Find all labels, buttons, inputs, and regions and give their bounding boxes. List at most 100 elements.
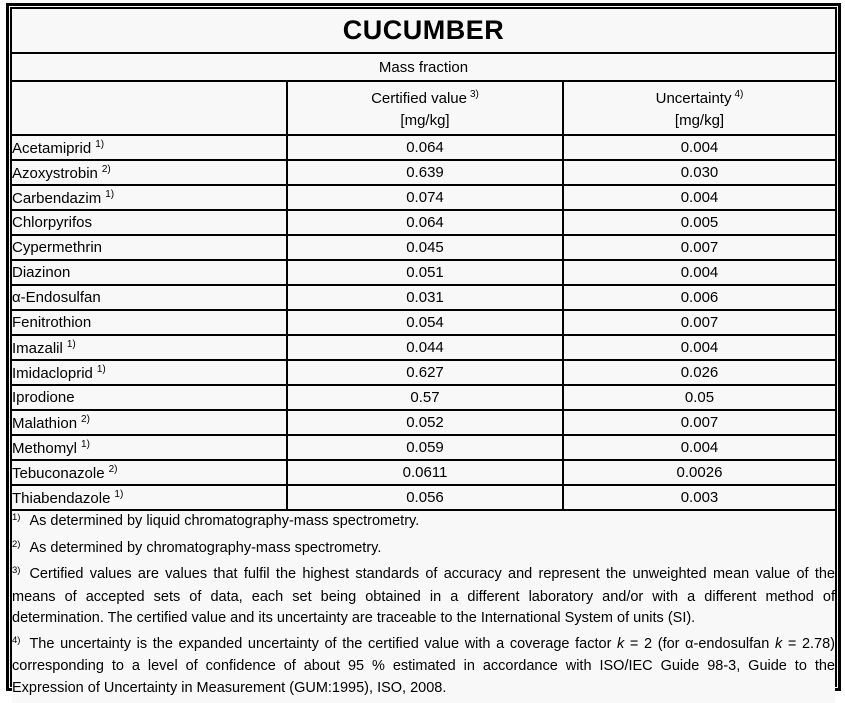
analyte-name: Cypermethrin: [12, 234, 288, 261]
analyte-name: Azoxystrobin 2): [12, 159, 288, 186]
certified-value: 0.045: [286, 234, 564, 261]
certified-value: 0.054: [286, 309, 564, 336]
title-row: CUCUMBER: [12, 9, 835, 54]
footnote-number: 2): [12, 538, 21, 550]
footnote-marker: 1): [114, 488, 124, 500]
certified-value: 0.064: [286, 134, 564, 161]
table-row: Tebuconazole 2) 0.0611 0.0026: [12, 459, 835, 486]
analyte-name: Methomyl 1): [12, 434, 288, 461]
analyte-name: Thiabendazole 1): [12, 484, 288, 511]
certified-value: 0.044: [286, 334, 564, 361]
footnote: 4) The uncertainty is the expanded uncert…: [12, 634, 835, 700]
footnote: 1) As determined by liquid chromatography…: [12, 511, 835, 534]
footnote-marker: 1): [81, 438, 90, 450]
uncertainty-value: 0.004: [562, 434, 835, 461]
uncertainty-value: 0.007: [562, 409, 835, 436]
certified-value: 0.627: [286, 359, 564, 386]
table-row: Malathion 2) 0.052 0.007: [12, 409, 835, 436]
uncertainty-value: 0.0026: [562, 459, 835, 486]
column-header-row: Certified value 3) [mg/kg] Uncertainty 4) …: [12, 80, 835, 136]
table-row: Imidacloprid 1) 0.627 0.026: [12, 359, 835, 386]
certified-value-column-header: Certified value 3) [mg/kg]: [286, 80, 564, 136]
certified-value: 0.031: [286, 284, 564, 311]
footnote-number: 3): [12, 565, 21, 576]
analyte-name: Fenitrothion: [12, 309, 288, 336]
analyte-name: Acetamiprid 1): [12, 134, 288, 161]
analyte-name: Chlorpyrifos: [12, 209, 288, 236]
uncertainty-value: 0.030: [562, 159, 835, 186]
footnote-text: = 2.78) corresponding to a level of conf…: [12, 635, 836, 696]
analyte-name: Iprodione: [12, 384, 288, 411]
footnote-marker: 1): [96, 363, 106, 375]
uncertainty-value: 0.005: [562, 209, 835, 236]
certified-value: 0.639: [286, 159, 564, 186]
table-row: Cypermethrin 0.045 0.007: [12, 234, 835, 261]
footnote-marker: 2): [108, 463, 118, 475]
footnote-number: 4): [12, 634, 21, 646]
uncertainty-value: 0.007: [562, 309, 835, 336]
footnote-text: k: [774, 635, 783, 652]
table-row: Imazalil 1) 0.044 0.004: [12, 334, 835, 361]
analyte-name: Imazalil 1): [12, 334, 288, 361]
certified-value: 0.064: [286, 209, 564, 236]
document-outer-frame: CUCUMBER Mass fraction Certified value 3)…: [6, 3, 841, 703]
table-row: Diazinon 0.051 0.004: [12, 259, 835, 286]
footnote-ref-3: 3): [469, 89, 479, 100]
footnote-number: 1): [12, 512, 21, 523]
table-row: Fenitrothion 0.054 0.007: [12, 309, 835, 336]
table-row: Thiabendazole 1) 0.056 0.003: [12, 484, 835, 511]
certified-value: 0.056: [286, 484, 564, 511]
uncertainty-value: 0.026: [562, 359, 835, 386]
table-body: Acetamiprid 1) 0.064 0.004 Azoxystrobin 2) 0.6…: [12, 134, 835, 511]
page-title: CUCUMBER: [12, 9, 835, 54]
uncertainty-value: 0.05: [562, 384, 835, 411]
certified-value: 0.059: [286, 434, 564, 461]
uncertainty-value: 0.003: [562, 484, 835, 511]
footnote-text: Certified values are values that fulfil …: [12, 566, 835, 626]
footnote: 2) As determined by chromatography-mass s…: [12, 538, 835, 561]
table-row: Chlorpyrifos 0.064 0.005: [12, 209, 835, 236]
footnote-marker: 2): [101, 163, 111, 175]
table-row: Methomyl 1) 0.059 0.004: [12, 434, 835, 461]
uncertainty-column-header: Uncertainty 4) [mg/kg]: [562, 80, 835, 136]
table-row: Iprodione 0.57 0.05: [12, 384, 835, 411]
analyte-name: Tebuconazole 2): [12, 459, 288, 486]
subtitle-row: Mass fraction: [12, 52, 835, 82]
footnote-marker: 1): [105, 188, 115, 200]
table-row: α-Endosulfan 0.031 0.006: [12, 284, 835, 311]
footnote-marker: 1): [66, 338, 76, 350]
uncertainty-value: 0.007: [562, 234, 835, 261]
footnote-text: As determined by liquid chromatography-m…: [29, 513, 420, 529]
footnote-text: k: [617, 635, 625, 652]
analyte-name: α-Endosulfan: [12, 284, 288, 311]
certified-value: 0.57: [286, 384, 564, 411]
footnote: 3) Certified values are values that fulfi…: [12, 564, 835, 630]
analyte-name: Carbendazim 1): [12, 184, 288, 211]
certified-value: 0.051: [286, 259, 564, 286]
certified-value-label: Certified value: [371, 90, 467, 107]
certified-value-unit: [mg/kg]: [400, 112, 450, 129]
certified-values-table: CUCUMBER Mass fraction Certified value 3)…: [12, 9, 835, 703]
certified-value: 0.052: [286, 409, 564, 436]
table-row: Carbendazim 1) 0.074 0.004: [12, 184, 835, 211]
analyte-column-header: [12, 80, 288, 136]
footnote-text: The uncertainty is the expanded uncertai…: [29, 635, 618, 652]
uncertainty-value: 0.006: [562, 284, 835, 311]
footnote-marker: 1): [95, 138, 105, 150]
table-subtitle: Mass fraction: [12, 52, 835, 82]
table-row: Acetamiprid 1) 0.064 0.004: [12, 134, 835, 161]
table-row: Azoxystrobin 2) 0.639 0.030: [12, 159, 835, 186]
uncertainty-value: 0.004: [562, 134, 835, 161]
footnote-ref-4: 4): [734, 89, 744, 100]
analyte-name: Imidacloprid 1): [12, 359, 288, 386]
footnote-text: As determined by chromatography-mass spe…: [29, 539, 382, 556]
analyte-name: Malathion 2): [12, 409, 288, 436]
uncertainty-value: 0.004: [562, 334, 835, 361]
analyte-name: Diazinon: [12, 259, 288, 286]
footnotes-section: 1) As determined by liquid chromatography…: [12, 509, 835, 703]
uncertainty-value: 0.004: [562, 259, 835, 286]
uncertainty-unit: [mg/kg]: [674, 112, 725, 129]
footnotes-row: 1) As determined by liquid chromatography…: [12, 509, 835, 703]
uncertainty-label: Uncertainty: [655, 90, 732, 107]
uncertainty-value: 0.004: [562, 184, 835, 211]
